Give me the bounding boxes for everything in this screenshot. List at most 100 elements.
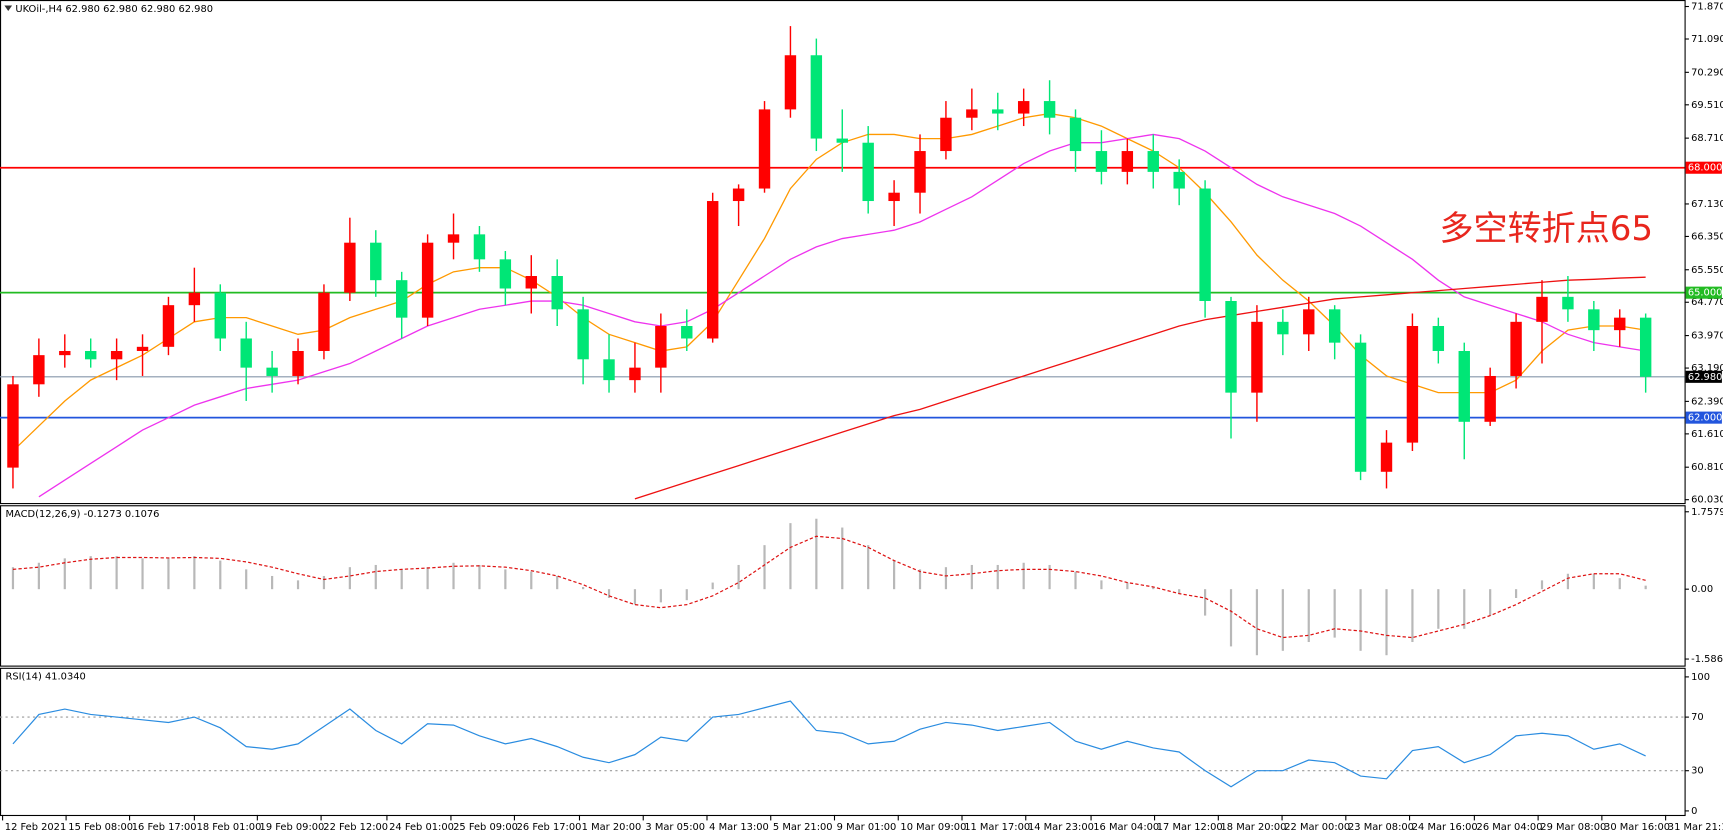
x-tick-label: 26 Feb 17:00: [517, 822, 582, 833]
candle-body: [1121, 151, 1134, 172]
candle-body: [421, 242, 434, 318]
macd-histogram-bar: [607, 589, 611, 598]
candle-body: [681, 325, 693, 339]
moving-average: [12, 112, 1646, 452]
macd-histogram-bar: [400, 569, 403, 590]
x-tick-label: 24 Feb 01:00: [389, 822, 454, 833]
macd-histogram-bar: [37, 562, 40, 590]
macd-histogram-bar: [193, 556, 196, 590]
x-tick-label: 22 Mar 00:00: [1284, 822, 1350, 833]
macd-histogram-bar: [1566, 573, 1570, 590]
rsi-panel: [0, 667, 1686, 817]
macd-histogram-bar: [1152, 586, 1155, 590]
y-tick-label: 64.770: [1691, 297, 1723, 308]
candle-body: [914, 151, 926, 193]
x-tick-label: 18 Mar 20:00: [1221, 822, 1287, 833]
level-label: 62.980: [1688, 372, 1723, 383]
candle-body: [1328, 309, 1341, 343]
y-tick-label: 71.870: [1691, 2, 1723, 13]
macd-histogram-bar: [737, 564, 740, 590]
macd-histogram-bar: [426, 567, 429, 590]
candle-body: [33, 355, 45, 385]
candle-body: [810, 55, 823, 139]
y-tick-label: 68.710: [1691, 133, 1723, 144]
x-tick-label: 15 Feb 08:00: [68, 822, 133, 833]
panel-title: RSI(14) 41.0340: [5, 672, 85, 683]
macd-histogram-bar: [1229, 589, 1233, 647]
candle-body: [1173, 171, 1185, 189]
candle-body: [1043, 101, 1056, 118]
candle-body: [732, 188, 745, 202]
candle-body: [473, 234, 486, 260]
macd-histogram-bar: [659, 589, 662, 603]
y-tick-label: 71.090: [1691, 34, 1723, 45]
x-tick-label: 16 Feb 17:00: [132, 822, 197, 833]
x-tick-label: 3 Mar 05:00: [645, 822, 705, 833]
candle-body: [577, 309, 589, 360]
candle-body: [1406, 325, 1419, 443]
x-tick-label: 4 Mar 13:00: [709, 822, 769, 833]
macd-histogram-bar: [478, 564, 481, 590]
candle-body: [1251, 321, 1263, 393]
candle-body: [551, 276, 563, 310]
x-tick-label: 5 Mar 21:00: [773, 822, 833, 833]
macd-histogram-bar: [63, 558, 66, 590]
macd-histogram-bar: [348, 567, 351, 590]
candle-body: [1017, 101, 1030, 114]
candle-body: [447, 234, 460, 243]
macd-histogram-bar: [867, 545, 870, 590]
candle-body: [240, 338, 252, 368]
candle-body: [1354, 342, 1367, 472]
y-tick-label: 67.130: [1691, 199, 1723, 210]
candle-body: [1458, 350, 1470, 422]
candle-body: [318, 292, 330, 351]
macd-histogram-bar: [1592, 573, 1595, 590]
y-tick-label: 60.030: [1691, 495, 1723, 506]
candle-body: [888, 192, 900, 202]
x-tick-label: 24 Mar 16:00: [1412, 822, 1478, 833]
macd-histogram-bar: [1359, 589, 1362, 651]
macd-histogram-bar: [296, 580, 300, 590]
x-tick-label: 31 Mar 21:15: [1668, 822, 1723, 833]
candle-body: [966, 109, 978, 118]
macd-histogram-bar: [1540, 580, 1544, 590]
x-tick-label: 22 Feb 12:00: [323, 822, 388, 833]
macd-histogram-bar: [1618, 578, 1621, 590]
collapse-icon: [4, 5, 13, 11]
candle-body: [370, 242, 382, 281]
macd-histogram-bar: [452, 562, 455, 590]
macd-histogram-bar: [1644, 585, 1647, 590]
macd-histogram-bar: [582, 586, 585, 590]
macd-histogram-bar: [374, 564, 377, 590]
candle-body: [758, 109, 771, 189]
y-tick-label: 0: [1691, 806, 1697, 817]
macd-histogram-bar: [271, 575, 274, 590]
x-tick-label: 18 Feb 01:00: [197, 822, 262, 833]
y-tick-label: 1.7579: [1691, 507, 1723, 518]
y-tick-label: 69.510: [1691, 100, 1723, 111]
candle-body: [188, 292, 201, 306]
candle-body: [1380, 442, 1393, 472]
macd-histogram-bar: [1074, 571, 1077, 590]
y-tick-label: 66.350: [1691, 231, 1723, 242]
macd-histogram-bar: [789, 523, 792, 590]
macd-histogram-bar: [711, 582, 714, 590]
macd-histogram-bar: [633, 589, 637, 605]
candle-body: [136, 346, 149, 351]
y-tick-label: -1.5867: [1691, 654, 1723, 665]
macd-histogram-bar: [504, 569, 507, 590]
candle-body: [603, 359, 615, 381]
candle-body: [1069, 117, 1082, 152]
y-tick-label: 70.290: [1691, 67, 1723, 78]
panel-title: MACD(12,26,9) -0.1273 0.1076: [5, 509, 159, 520]
candle-body: [836, 138, 848, 143]
candle-body: [162, 305, 175, 347]
annotation: 多空转折点65: [1439, 209, 1653, 249]
level-label-box: [1685, 370, 1722, 383]
macd-histogram-bar: [1333, 589, 1336, 638]
x-tick-label: 26 Mar 04:00: [1477, 822, 1543, 833]
y-tick-label: 100: [1691, 672, 1710, 683]
macd-histogram-bar: [530, 571, 533, 590]
macd-histogram-bar: [89, 556, 92, 590]
